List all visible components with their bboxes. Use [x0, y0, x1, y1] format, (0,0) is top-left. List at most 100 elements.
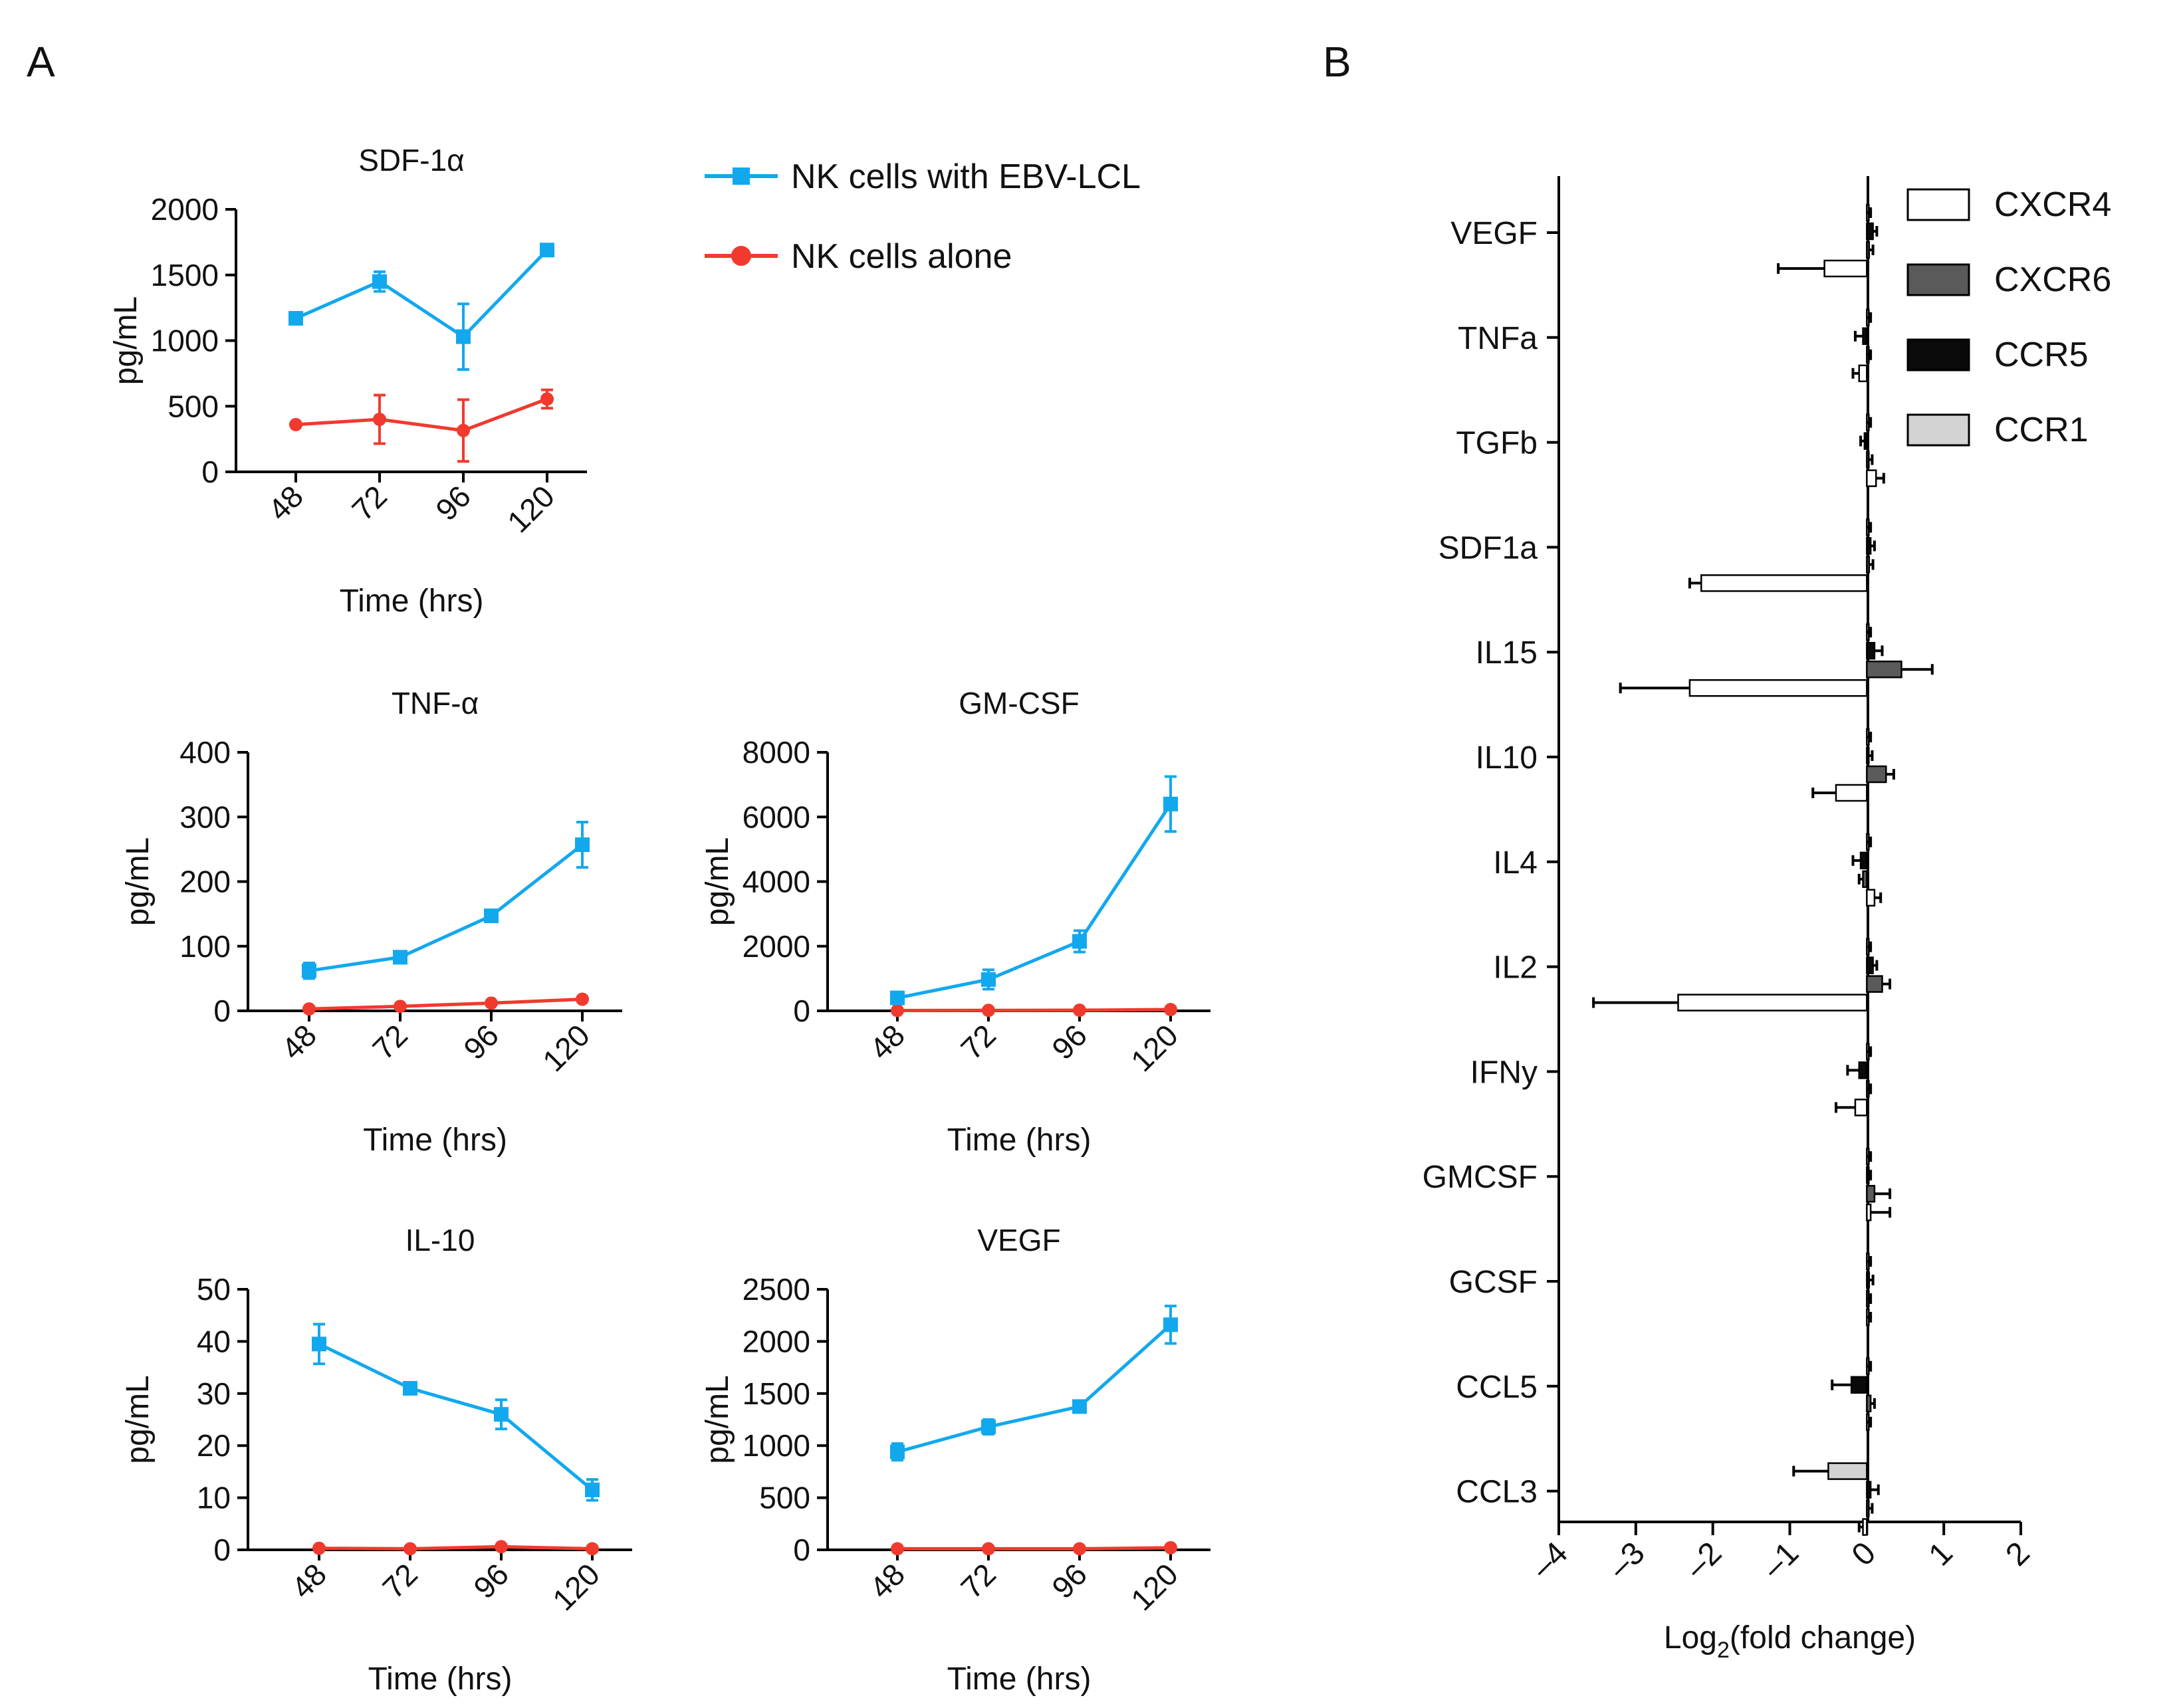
y-tick-label: 300: [179, 800, 231, 834]
y-tick-label: 2000: [151, 192, 219, 227]
data-point: [302, 1002, 316, 1016]
bar-cxcr4: [1866, 1203, 1872, 1222]
legend-label-cxcr6: CXCR6: [1994, 261, 2111, 299]
data-point: [394, 1000, 407, 1014]
y-tick-label: 200: [179, 865, 231, 899]
bar-cxcr4: [1688, 679, 1868, 697]
bar-cxcr4: [1858, 364, 1868, 383]
line-chart-gmcsf: 0 2000 4000 6000 8000 48 72 96 120 GM-CSF Time (hr…: [700, 686, 1210, 1158]
y-tick-label: 1000: [151, 324, 219, 358]
legend-swatch-cxcr6: [1906, 263, 1970, 296]
bar-ccr5: [1863, 432, 1868, 450]
y-tick-label: 0: [213, 1533, 231, 1567]
y-tick-label: 20: [197, 1428, 231, 1463]
legend-swatch-cxcr4: [1906, 188, 1970, 221]
legend-label-ccr1: CCR1: [1994, 411, 2089, 449]
x-tick-label: 72: [954, 1017, 1002, 1066]
data-point: [576, 992, 589, 1006]
y-tick-label: 1500: [743, 1376, 810, 1411]
bar-ccr5: [1866, 1271, 1871, 1289]
x-tick-label: 48: [863, 1017, 911, 1066]
data-point: [890, 1444, 905, 1459]
y-tick-label: 1500: [151, 258, 219, 292]
data-point: [1163, 796, 1178, 811]
bar-chart-panel-b: –4 –3 –2 –1 0 1 2 Log2(fold change) VEGF TNFa TGFb…: [1423, 176, 2111, 1663]
bar-cxcr6: [1862, 870, 1868, 889]
bar-ccr5: [1866, 641, 1876, 660]
data-point: [494, 1407, 509, 1422]
bar-ccr5: [1862, 327, 1868, 346]
bar-cxcr4: [1823, 259, 1868, 278]
y-tick-label: 500: [168, 389, 219, 423]
series-line: [318, 1342, 594, 1491]
series-alone: [891, 1541, 1177, 1556]
y-tick-label: 500: [759, 1481, 810, 1515]
x-tick-label: –1: [1756, 1535, 1805, 1585]
category-label: IL2: [1493, 950, 1538, 986]
data-point: [586, 1542, 599, 1556]
legend-a: NK cells with EBV-LCL NK cells alone: [705, 158, 1141, 276]
y-tick-label: 0: [201, 455, 219, 489]
bar-cxcr4: [1700, 574, 1868, 592]
bar-ccr5: [1866, 1481, 1872, 1499]
bar-cxcr4: [1866, 469, 1877, 487]
data-point: [457, 423, 470, 437]
x-tick-label: 120: [1124, 1017, 1185, 1078]
y-tick-label: 2000: [743, 929, 810, 964]
data-point: [1072, 934, 1087, 949]
data-point: [1073, 1542, 1086, 1556]
series-line: [897, 1323, 1172, 1454]
series-line: [308, 997, 583, 1011]
line-chart-tnf: 0 100 200 300 400 48 72 96 120 TNF-α Time (hrs) pg/…: [120, 686, 622, 1158]
bar-ccr5: [1858, 1061, 1868, 1079]
data-point: [1164, 1541, 1177, 1554]
x-axis-label: Time (hrs): [368, 1661, 513, 1697]
y-axis-label: pg/mL: [700, 1375, 735, 1463]
x-axis-label: Time (hrs): [363, 1122, 507, 1158]
chart-title: TNF-α: [392, 686, 479, 720]
chart-title: GM-CSF: [959, 686, 1079, 720]
data-point: [981, 972, 996, 987]
legend-label-with-lcl: NK cells with EBV-LCL: [791, 158, 1141, 196]
y-tick-label: 2500: [743, 1272, 810, 1307]
x-tick-label: 48: [261, 479, 310, 527]
y-tick-label: 4000: [743, 865, 810, 899]
category-label: IFNy: [1470, 1055, 1538, 1090]
x-tick-label: 0: [1845, 1535, 1883, 1572]
legend-label-ccr5: CCR5: [1994, 336, 2089, 374]
y-axis-label: pg/mL: [108, 296, 144, 385]
bar-ccr5: [1866, 537, 1872, 555]
data-point: [373, 413, 386, 426]
series-alone: [891, 1003, 1177, 1017]
x-tick-label: 48: [275, 1017, 323, 1066]
legend-item-with-lcl: NK cells with EBV-LCL: [705, 158, 1141, 196]
x-tick-label: –2: [1678, 1535, 1728, 1585]
data-point: [540, 243, 554, 258]
category-label: VEGF: [1450, 216, 1538, 251]
series-alone: [312, 1540, 599, 1556]
data-point: [981, 1419, 996, 1434]
x-tick-label: 48: [863, 1556, 911, 1605]
data-point: [312, 1336, 326, 1352]
y-tick-label: 0: [213, 994, 231, 1028]
data-point: [540, 392, 554, 406]
data-point: [1164, 1003, 1177, 1017]
y-axis-label: pg/mL: [120, 1375, 156, 1463]
y-tick-label: 0: [793, 994, 810, 1028]
data-point: [302, 963, 316, 978]
category-label: GMCSF: [1423, 1160, 1538, 1195]
category-label: IL10: [1476, 740, 1538, 776]
x-axis-label: Time (hrs): [947, 1661, 1092, 1697]
x-tick-label: 72: [376, 1556, 424, 1605]
x-tick-label: 96: [467, 1556, 515, 1605]
data-point: [1073, 1004, 1086, 1017]
x-tick-label: 96: [1045, 1556, 1093, 1605]
data-point: [891, 1542, 904, 1556]
bar-cxcr4: [1862, 1518, 1868, 1536]
data-point: [485, 996, 498, 1010]
series-line: [294, 249, 548, 339]
y-tick-label: 8000: [743, 735, 810, 770]
legend-label-alone: NK cells alone: [791, 237, 1012, 276]
data-point: [484, 908, 499, 924]
